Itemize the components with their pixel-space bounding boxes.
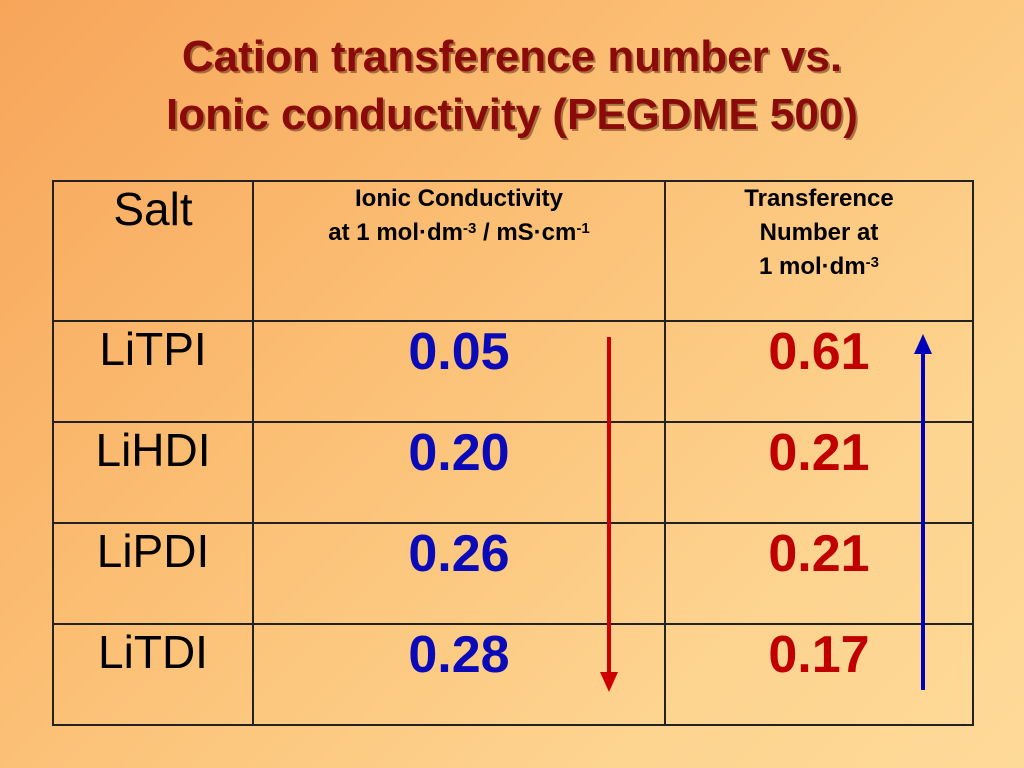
salt-cell: LiTPI [52, 320, 254, 423]
header-conductivity-line1: Ionic Conductivity [354, 185, 563, 212]
header-transference-line3: 1 mol·dm-3 [666, 250, 972, 284]
header-conductivity-unit-b: / mS·cm [476, 219, 577, 246]
salt-cell: LiPDI [52, 522, 254, 625]
header-transference: Transference Number at 1 mol·dm-3 [664, 180, 974, 322]
conductivity-cell: 0.20 [252, 421, 666, 524]
conductivity-down-arrow [600, 337, 618, 692]
title-line-1: Cation transference number vs. [181, 32, 843, 81]
header-conductivity-unit-a: at 1 mol·dm [328, 219, 463, 246]
header-conductivity: Ionic Conductivity at 1 mol·dm-3 / mS·cm… [252, 180, 666, 322]
salt-cell: LiHDI [52, 421, 254, 524]
header-transference-line1: Transference [744, 185, 894, 212]
table-row: LiPDI 0.26 0.21 [52, 522, 974, 625]
slide-title: Cation transference number vs. Ionic con… [0, 28, 1024, 144]
header-salt: Salt [52, 180, 254, 322]
header-transference-unit: 1 mol·dm [758, 253, 866, 280]
salt-cell: LiTDI [52, 623, 254, 726]
header-conductivity-sup1: -3 [462, 220, 477, 237]
transference-up-arrow [914, 334, 932, 690]
table-row: LiHDI 0.20 0.21 [52, 421, 974, 524]
header-conductivity-sup2: -1 [576, 220, 590, 237]
conductivity-cell: 0.05 [252, 320, 666, 423]
conductivity-cell: 0.26 [252, 522, 666, 625]
data-table: Salt Ionic Conductivity at 1 mol·dm-3 / … [52, 180, 974, 726]
header-row: Salt Ionic Conductivity at 1 mol·dm-3 / … [52, 180, 974, 322]
header-transference-sup: -3 [865, 254, 880, 271]
header-conductivity-line2: at 1 mol·dm-3 / mS·cm-1 [254, 216, 664, 250]
title-line-2: Ionic conductivity (PEGDME 500) [166, 90, 858, 139]
conductivity-cell: 0.28 [252, 623, 666, 726]
header-transference-line2: Number at [759, 219, 879, 246]
